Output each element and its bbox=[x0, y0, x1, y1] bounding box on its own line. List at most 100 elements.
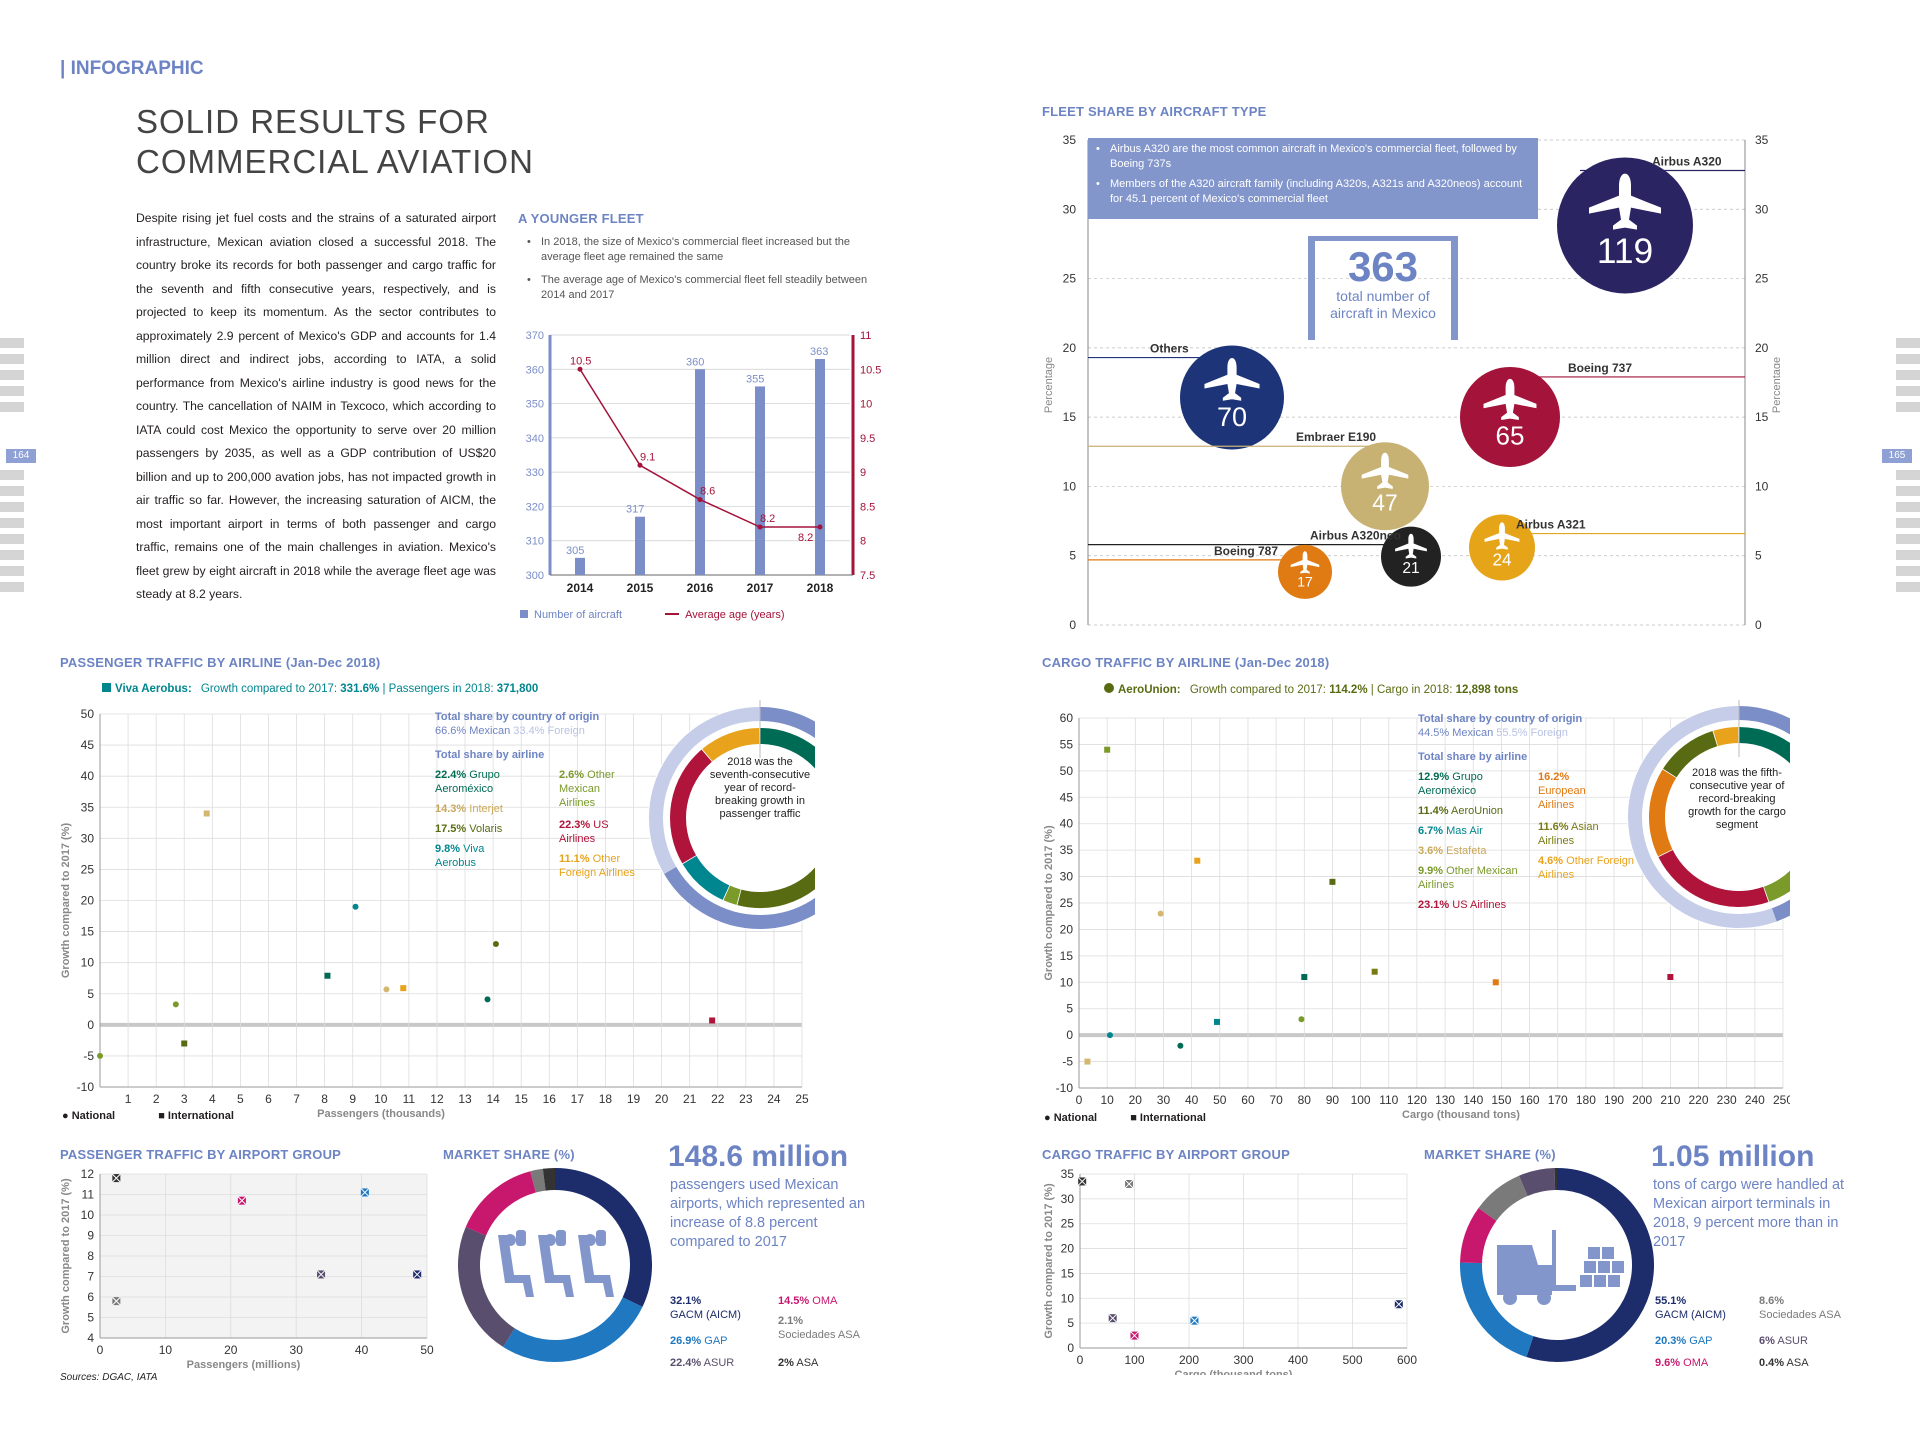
total-aircraft-label: total number of aircraft in Mexico bbox=[1330, 288, 1436, 321]
bubble-value: 24 bbox=[1492, 550, 1512, 570]
total-aircraft-number: 363 bbox=[1347, 243, 1419, 290]
page-number-left: 164 bbox=[6, 449, 36, 463]
y-tick-label: 340 bbox=[526, 433, 544, 445]
bubble-value: 17 bbox=[1297, 574, 1313, 590]
share-item: 23.1% US Airlines bbox=[1418, 899, 1507, 911]
share-item: 22.3% US Airlines bbox=[559, 819, 609, 845]
x-tick-label: 2014 bbox=[567, 581, 594, 595]
y-tick-label: 35 bbox=[81, 800, 95, 814]
x-tick-label: 22 bbox=[711, 1092, 725, 1106]
bubble-value: 119 bbox=[1597, 232, 1653, 271]
x-tick-label: 25 bbox=[795, 1092, 809, 1106]
x-tick-label: 30 bbox=[290, 1343, 304, 1357]
younger-fleet-title: A YOUNGER FLEET bbox=[518, 211, 644, 226]
y2-tick-label: 11 bbox=[860, 330, 871, 342]
x-axis-label: Passengers (thousands) bbox=[317, 1108, 445, 1120]
fleet-share-bullets: • Airbus A320 are the most common aircraf… bbox=[1088, 138, 1538, 219]
data-point bbox=[203, 810, 210, 817]
y-tick-label: 25 bbox=[81, 862, 95, 876]
donut-airline-segment bbox=[737, 867, 815, 908]
y-tick-label: 0 bbox=[1066, 1028, 1073, 1042]
pax-airline-highlight: Viva Aerobus: Growth compared to 2017: 3… bbox=[102, 683, 538, 695]
x-tick-label: 50 bbox=[1213, 1093, 1227, 1107]
x-tick-label: 230 bbox=[1717, 1093, 1737, 1107]
y-tick-label: 45 bbox=[1060, 790, 1074, 804]
x-tick-label: 150 bbox=[1491, 1093, 1511, 1107]
share-item: 14.3% Interjet bbox=[435, 803, 503, 815]
y-tick-label: 45 bbox=[81, 738, 95, 752]
x-tick-label: 300 bbox=[1233, 1353, 1253, 1367]
data-point bbox=[1492, 979, 1499, 986]
cargo-big-text: tons of cargo were handled at Mexican ai… bbox=[1653, 1177, 1845, 1250]
y-tick-label: 0 bbox=[87, 1018, 94, 1032]
pax-airline-legend: ● National ■ International bbox=[62, 1110, 234, 1122]
bar-value-label: 360 bbox=[686, 356, 704, 368]
bubble-label: Airbus A320neo bbox=[1310, 529, 1401, 543]
market-share-segment bbox=[1526, 1168, 1654, 1362]
highlight-pax: 371,800 bbox=[496, 683, 539, 695]
x-tick-label: 240 bbox=[1745, 1093, 1765, 1107]
x-axis-label: Cargo (thousand tons) bbox=[1402, 1109, 1520, 1121]
y-tick-label: 10 bbox=[1060, 975, 1074, 989]
pax-market-shares: 32.1% GACM (AICM) 26.9% GAP 22.4% ASUR 14… bbox=[670, 1294, 900, 1374]
page-number-right: 165 bbox=[1882, 449, 1912, 463]
share-item: 11.6% Asian Airlines bbox=[1538, 821, 1599, 847]
x-tick-label: 200 bbox=[1632, 1093, 1652, 1107]
donut-country-mexican bbox=[664, 707, 815, 929]
y2-tick-label: 8 bbox=[860, 536, 866, 548]
x-tick-label: 10 bbox=[1100, 1093, 1114, 1107]
x-tick-label: 40 bbox=[1185, 1093, 1199, 1107]
legend-international: International bbox=[1139, 1112, 1206, 1124]
market-share-segment bbox=[1460, 1207, 1497, 1264]
x-tick-label: 180 bbox=[1576, 1093, 1596, 1107]
share-item: 4.6% Other Foreign Airlines bbox=[1538, 855, 1635, 881]
intro-text: Despite rising jet fuel costs and the st… bbox=[136, 211, 496, 601]
bar-value-label: 355 bbox=[746, 373, 764, 385]
x-tick-label: 2015 bbox=[627, 581, 654, 595]
share-item: 22.4% ASUR bbox=[670, 1357, 735, 1369]
x-tick-label: 50 bbox=[420, 1343, 434, 1357]
passenger-seats-icon bbox=[498, 1230, 614, 1297]
age-value-label: 8.2 bbox=[760, 513, 775, 525]
y2-tick-label: 9 bbox=[860, 467, 866, 479]
legend-international: International bbox=[167, 1110, 234, 1122]
bar-value-label: 317 bbox=[626, 504, 644, 516]
age-point bbox=[817, 524, 823, 530]
forklift-icon bbox=[1497, 1230, 1624, 1305]
data-point bbox=[1084, 1058, 1091, 1065]
data-point bbox=[1667, 974, 1674, 980]
data-point bbox=[492, 941, 499, 948]
x-tick-label: 0 bbox=[1076, 1093, 1083, 1107]
donut-hole bbox=[1491, 1199, 1623, 1331]
share-country-mex: 66.6% Mexican bbox=[435, 725, 511, 737]
y-tick-label: 25 bbox=[1061, 1217, 1075, 1231]
donut-airline-segment bbox=[702, 728, 760, 762]
younger-fleet-bullet-2: The average age of Mexico's commercial f… bbox=[541, 274, 868, 301]
donut-airline-segment bbox=[1649, 769, 1677, 857]
y-tick-label-right: 15 bbox=[1755, 410, 1769, 424]
age-value-label: 9.1 bbox=[640, 451, 655, 463]
data-point bbox=[400, 985, 407, 992]
x-tick-label: 3 bbox=[181, 1092, 188, 1106]
cargo-airport-title: CARGO TRAFFIC BY AIRPORT GROUP bbox=[1042, 1147, 1290, 1162]
data-point bbox=[484, 996, 491, 1003]
x-tick-label: 20 bbox=[224, 1343, 238, 1357]
x-tick-label: 6 bbox=[265, 1092, 272, 1106]
y-tick-label: -5 bbox=[83, 1049, 94, 1063]
data-point bbox=[1177, 1042, 1184, 1049]
share-item: 8.6% Sociedades ASA bbox=[1759, 1295, 1841, 1321]
y-tick-label: 0 bbox=[1069, 618, 1076, 632]
pax-big-number: 148.6 million bbox=[668, 1140, 849, 1173]
donut-airline-segment bbox=[1738, 727, 1790, 764]
y-tick-label: 5 bbox=[1067, 1316, 1074, 1330]
market-share-segment bbox=[1460, 1262, 1534, 1358]
fleet-share-chart: 0 0 5 5 10 10 15 15 20 20 25 25 30 30 35 35 Percentage Pe… bbox=[1043, 133, 1780, 632]
right-page-stripes-lower bbox=[1896, 470, 1920, 598]
fleet-share-title: FLEET SHARE BY AIRCRAFT TYPE bbox=[1042, 104, 1267, 119]
y2-tick-label: 7.5 bbox=[860, 570, 875, 582]
share-item: 2.6% Other Mexican Airlines bbox=[559, 769, 615, 809]
data-point bbox=[1157, 910, 1164, 917]
donut-airline-segment bbox=[1713, 727, 1739, 747]
share-item: 6.7% Mas Air bbox=[1418, 825, 1483, 837]
